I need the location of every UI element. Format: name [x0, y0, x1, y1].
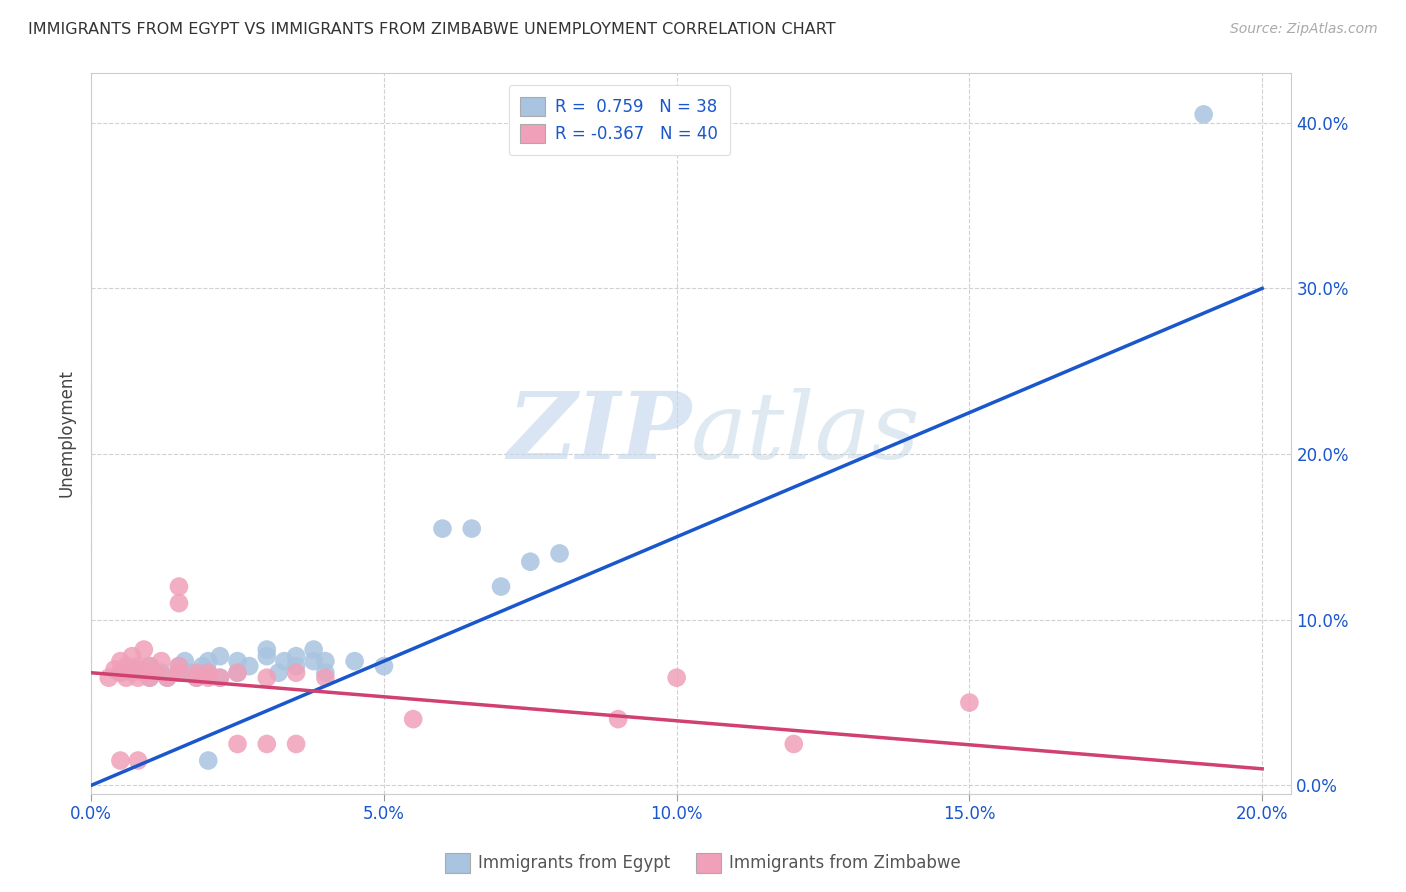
Point [461, 522, 484, 536]
Point [127, 754, 149, 768]
Point [489, 580, 512, 594]
Point [256, 671, 278, 685]
Point [115, 671, 138, 685]
Point [285, 649, 308, 664]
Point [180, 665, 202, 680]
Point [783, 737, 806, 751]
Point [115, 659, 138, 673]
Point [167, 596, 190, 610]
Point [314, 671, 336, 685]
Point [314, 654, 336, 668]
Point [402, 712, 425, 726]
Point [208, 671, 231, 685]
Point [138, 659, 160, 673]
Y-axis label: Unemployment: Unemployment [58, 369, 75, 497]
Point [302, 654, 325, 668]
Point [273, 654, 295, 668]
Point [97, 671, 120, 685]
Point [256, 642, 278, 657]
Point [138, 671, 160, 685]
Point [186, 671, 208, 685]
Point [110, 754, 132, 768]
Text: IMMIGRANTS FROM EGYPT VS IMMIGRANTS FROM ZIMBABWE UNEMPLOYMENT CORRELATION CHART: IMMIGRANTS FROM EGYPT VS IMMIGRANTS FROM… [28, 22, 835, 37]
Point [167, 665, 190, 680]
Text: atlas: atlas [692, 388, 921, 478]
Point [138, 671, 160, 685]
Point [167, 659, 190, 673]
Point [197, 665, 219, 680]
Point [267, 665, 290, 680]
Point [121, 665, 143, 680]
Point [226, 654, 249, 668]
Point [373, 659, 395, 673]
Point [110, 654, 132, 668]
Point [110, 665, 132, 680]
Point [548, 546, 571, 560]
Legend: Immigrants from Egypt, Immigrants from Zimbabwe: Immigrants from Egypt, Immigrants from Z… [439, 847, 967, 880]
Point [197, 654, 219, 668]
Point [138, 659, 160, 673]
Point [132, 665, 155, 680]
Point [1192, 107, 1215, 121]
Point [186, 665, 208, 680]
Legend: R =  0.759   N = 38, R = -0.367   N = 40: R = 0.759 N = 38, R = -0.367 N = 40 [509, 85, 730, 155]
Point [173, 654, 195, 668]
Point [191, 659, 214, 673]
Point [150, 665, 173, 680]
Point [145, 665, 167, 680]
Point [285, 665, 308, 680]
Point [226, 737, 249, 751]
Point [208, 671, 231, 685]
Point [314, 665, 336, 680]
Point [127, 662, 149, 676]
Text: ZIP: ZIP [508, 388, 692, 478]
Point [285, 659, 308, 673]
Point [121, 649, 143, 664]
Point [226, 665, 249, 680]
Point [132, 642, 155, 657]
Point [127, 659, 149, 673]
Point [519, 555, 541, 569]
Point [150, 654, 173, 668]
Point [167, 665, 190, 680]
Point [110, 665, 132, 680]
Point [197, 754, 219, 768]
Point [156, 671, 179, 685]
Point [186, 671, 208, 685]
Text: Source: ZipAtlas.com: Source: ZipAtlas.com [1230, 22, 1378, 37]
Point [208, 649, 231, 664]
Point [665, 671, 688, 685]
Point [197, 671, 219, 685]
Point [238, 659, 260, 673]
Point [957, 696, 980, 710]
Point [256, 737, 278, 751]
Point [167, 580, 190, 594]
Point [432, 522, 454, 536]
Point [226, 665, 249, 680]
Point [607, 712, 630, 726]
Point [103, 662, 125, 676]
Point [343, 654, 366, 668]
Point [197, 665, 219, 680]
Point [256, 649, 278, 664]
Point [302, 642, 325, 657]
Point [285, 737, 308, 751]
Point [167, 659, 190, 673]
Point [127, 671, 149, 685]
Point [156, 671, 179, 685]
